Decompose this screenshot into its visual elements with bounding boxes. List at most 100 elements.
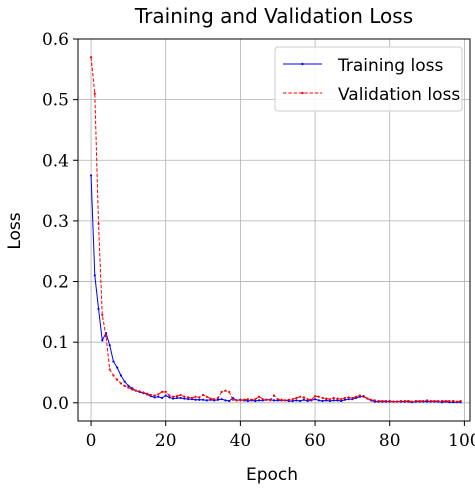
data-point-validation-loss — [396, 400, 399, 403]
data-point-validation-loss — [373, 399, 376, 402]
data-point-validation-loss — [381, 399, 384, 403]
data-point-validation-loss — [172, 395, 175, 398]
data-point-validation-loss — [209, 397, 212, 400]
data-point-training-loss — [175, 396, 179, 400]
plot-frame — [77, 38, 471, 422]
data-point-training-loss — [347, 398, 350, 401]
legend-marker-validation — [301, 91, 304, 95]
data-point-training-loss — [201, 398, 205, 401]
data-point-validation-loss — [433, 399, 436, 403]
data-point-validation-loss — [369, 398, 373, 401]
data-point-validation-loss — [145, 392, 149, 395]
data-point-validation-loss — [388, 399, 391, 403]
data-point-training-loss — [187, 398, 190, 401]
data-point-validation-loss — [183, 395, 186, 398]
data-point-validation-loss — [254, 398, 257, 401]
data-point-validation-loss — [153, 394, 156, 397]
data-point-validation-loss — [392, 400, 395, 403]
data-point-training-loss — [116, 366, 119, 369]
data-point-validation-loss — [190, 396, 193, 400]
data-point-validation-loss — [459, 399, 462, 403]
data-point-validation-loss — [168, 394, 171, 397]
data-point-validation-loss — [269, 399, 272, 402]
data-point-training-loss — [299, 399, 302, 403]
data-point-validation-loss — [351, 396, 354, 400]
data-point-training-loss — [328, 399, 332, 403]
data-point-training-loss — [164, 394, 167, 397]
data-point-training-loss — [254, 399, 257, 403]
data-point-validation-loss — [437, 399, 440, 403]
series-line-training-loss — [90, 175, 461, 403]
data-point-validation-loss — [235, 399, 238, 402]
data-point-validation-loss — [425, 399, 429, 402]
x-tick-label: 0 — [86, 431, 97, 451]
data-point-validation-loss — [205, 395, 208, 398]
data-point-validation-loss — [418, 399, 421, 403]
data-point-training-loss — [127, 384, 130, 387]
y-tick-label: 0.5 — [42, 91, 69, 111]
x-axis-label: Epoch — [246, 465, 298, 485]
x-tick-label: 20 — [155, 431, 177, 451]
data-point-validation-loss — [291, 398, 294, 401]
data-point-validation-loss — [228, 390, 231, 393]
data-point-validation-loss — [127, 386, 130, 389]
data-point-validation-loss — [343, 396, 347, 400]
data-point-validation-loss — [295, 396, 298, 400]
x-tick-label: 40 — [230, 431, 252, 451]
data-point-validation-loss — [362, 395, 365, 398]
data-point-validation-loss — [403, 399, 406, 403]
data-point-training-loss — [93, 274, 96, 277]
data-point-validation-loss — [89, 56, 93, 59]
data-point-validation-loss — [429, 399, 432, 403]
data-point-training-loss — [216, 398, 220, 401]
data-point-training-loss — [336, 399, 339, 402]
data-point-training-loss — [224, 399, 227, 402]
data-point-validation-loss — [116, 378, 119, 381]
data-point-validation-loss — [194, 395, 197, 398]
data-point-validation-loss — [272, 394, 276, 397]
data-point-training-loss — [291, 399, 294, 403]
data-point-validation-loss — [276, 398, 279, 401]
data-point-validation-loss — [422, 399, 425, 403]
y-tick-label: 0.3 — [42, 212, 69, 232]
data-point-validation-loss — [175, 395, 179, 398]
data-point-training-loss — [205, 399, 208, 402]
data-point-validation-loss — [306, 398, 309, 401]
data-point-validation-loss — [97, 222, 100, 226]
data-point-training-loss — [153, 396, 156, 399]
data-point-training-loss — [332, 399, 335, 402]
data-point-validation-loss — [198, 396, 201, 399]
data-point-training-loss — [340, 399, 343, 403]
data-point-validation-loss — [317, 395, 320, 398]
data-point-training-loss — [343, 398, 347, 401]
data-point-validation-loss — [325, 397, 328, 400]
data-point-training-loss — [220, 398, 223, 401]
y-axis-label: Loss — [5, 212, 25, 249]
data-point-validation-loss — [384, 399, 388, 403]
data-point-training-loss — [101, 339, 104, 342]
data-point-validation-loss — [347, 396, 350, 399]
data-point-validation-loss — [366, 397, 369, 400]
series-layer — [89, 56, 462, 404]
data-point-training-loss — [302, 398, 305, 401]
x-tick-label: 100 — [448, 431, 475, 451]
data-point-training-loss — [168, 396, 171, 399]
data-point-validation-loss — [444, 399, 447, 403]
data-point-validation-loss — [138, 390, 141, 393]
data-point-training-loss — [306, 399, 309, 403]
data-point-training-loss — [272, 399, 276, 402]
data-point-validation-loss — [187, 396, 190, 399]
data-point-training-loss — [194, 398, 197, 401]
data-point-validation-loss — [257, 395, 261, 398]
data-point-validation-loss — [243, 398, 246, 401]
data-point-validation-loss — [224, 389, 227, 392]
data-point-training-loss — [160, 396, 164, 400]
data-point-validation-loss — [123, 384, 126, 387]
data-point-validation-loss — [134, 389, 137, 392]
data-point-training-loss — [257, 399, 261, 402]
data-point-validation-loss — [201, 393, 205, 397]
data-point-validation-loss — [179, 393, 182, 397]
data-point-training-loss — [183, 397, 186, 400]
data-point-validation-loss — [119, 382, 123, 385]
